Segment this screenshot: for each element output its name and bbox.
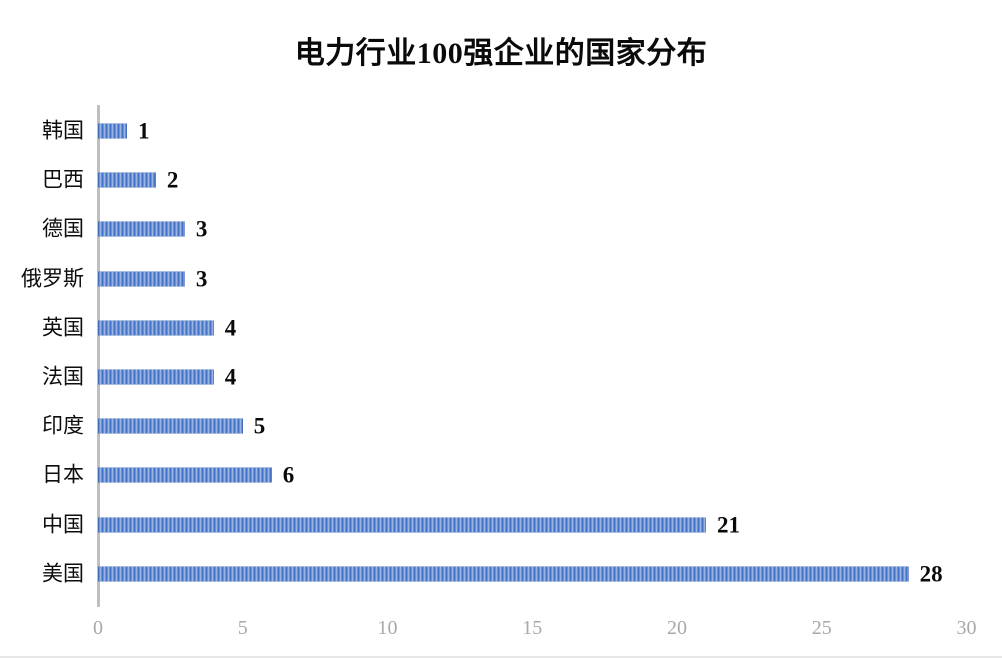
tick-label: 5 (237, 617, 248, 639)
category-label: 巴西 (42, 167, 84, 192)
chart-title: 电力行业100强企业的国家分布 (294, 37, 708, 70)
bar-value-label: 21 (716, 512, 740, 538)
bar (98, 172, 156, 188)
value-axis-line (97, 105, 100, 607)
tick-label: 15 (522, 617, 543, 639)
category-label: 日本 (42, 462, 84, 487)
bar (98, 418, 243, 434)
bar (98, 123, 127, 139)
bar-value-label: 28 (919, 561, 943, 587)
bar (98, 320, 214, 336)
category-label: 俄罗斯 (21, 266, 84, 291)
bar (98, 221, 185, 237)
bar (98, 369, 214, 385)
bar-value-label: 6 (282, 462, 295, 488)
category-label: 中国 (42, 512, 84, 537)
category-label: 法国 (42, 364, 84, 389)
category-label: 印度 (42, 413, 84, 438)
bar-value-label: 4 (224, 315, 237, 341)
tick-label: 30 (956, 617, 977, 639)
bar-value-label: 3 (195, 266, 208, 292)
category-label: 美国 (42, 561, 84, 586)
category-label: 德国 (42, 216, 84, 241)
category-label: 韩国 (42, 118, 84, 143)
bar-value-label: 1 (137, 118, 150, 144)
bar (98, 467, 272, 483)
bar-value-label: 5 (253, 413, 266, 439)
category-label: 英国 (42, 315, 84, 340)
tick-label: 10 (377, 617, 398, 639)
bar (98, 566, 909, 582)
bar (98, 271, 185, 287)
bar-value-label: 4 (224, 364, 237, 390)
tick-label: 25 (811, 617, 832, 639)
bar (98, 517, 706, 533)
tick-label: 0 (93, 617, 103, 639)
bar-value-label: 2 (166, 167, 179, 193)
tick-label: 20 (667, 617, 687, 639)
bar-value-label: 3 (195, 216, 208, 242)
